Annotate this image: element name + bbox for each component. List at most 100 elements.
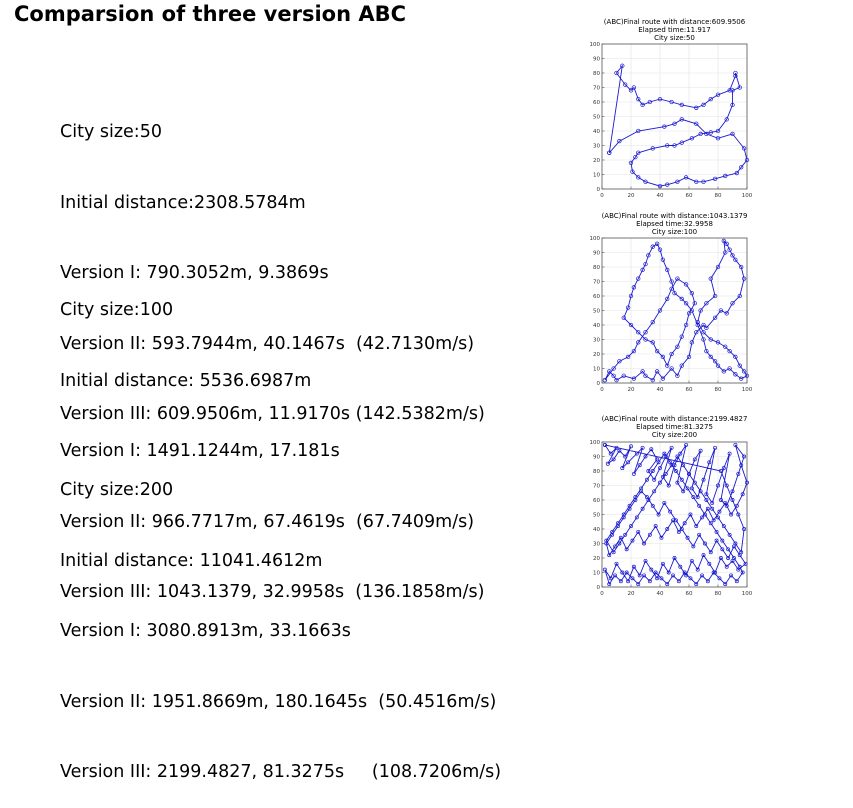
city-point bbox=[631, 564, 636, 569]
city-point bbox=[692, 457, 697, 462]
city-point bbox=[660, 376, 666, 381]
x-tick-label: 40 bbox=[657, 591, 664, 597]
city-point bbox=[681, 489, 686, 494]
city-point bbox=[715, 363, 721, 368]
city-point bbox=[698, 489, 703, 494]
city-point bbox=[739, 264, 744, 270]
city-point bbox=[614, 561, 619, 566]
city-point bbox=[640, 369, 645, 374]
city-point bbox=[717, 576, 722, 581]
city-point bbox=[672, 121, 677, 126]
city-point bbox=[714, 538, 719, 543]
city-point bbox=[721, 238, 726, 244]
city-point bbox=[707, 460, 712, 465]
chart-title-line: (ABC)Final route with distance:2199.4827 bbox=[602, 415, 748, 423]
y-tick-label: 90 bbox=[593, 251, 600, 257]
city-point bbox=[708, 550, 713, 555]
city-point bbox=[624, 547, 629, 552]
city-point bbox=[663, 471, 668, 476]
x-tick-label: 60 bbox=[686, 591, 693, 597]
city-point bbox=[657, 96, 663, 102]
city-point bbox=[698, 448, 703, 453]
city-point bbox=[691, 544, 696, 549]
city-point bbox=[684, 442, 689, 447]
city-point bbox=[607, 369, 612, 374]
city-point bbox=[666, 483, 671, 488]
city-point bbox=[640, 102, 645, 108]
city-point bbox=[675, 480, 680, 485]
y-tick-label: 60 bbox=[593, 498, 600, 504]
city-point bbox=[607, 150, 612, 155]
y-tick-label: 40 bbox=[593, 129, 600, 135]
x-tick-label: 20 bbox=[628, 591, 635, 597]
city-point bbox=[630, 538, 635, 543]
city-point bbox=[672, 556, 677, 560]
city-point bbox=[743, 561, 748, 566]
city-point bbox=[742, 454, 747, 459]
version-2-line: Version II: 966.7717m, 67.4619s (67.7409… bbox=[60, 511, 475, 532]
city-point bbox=[631, 85, 637, 90]
city-point bbox=[618, 579, 623, 584]
y-tick-label: 60 bbox=[593, 294, 600, 300]
city-point bbox=[685, 486, 690, 491]
city-point bbox=[636, 276, 641, 281]
city-point bbox=[704, 348, 709, 354]
route-chart-city-200: (ABC)Final route with distance:2199.4827… bbox=[590, 415, 753, 597]
city-point bbox=[643, 373, 648, 378]
city-point bbox=[727, 348, 732, 354]
city-point bbox=[623, 532, 628, 537]
city-point bbox=[688, 512, 693, 517]
city-point bbox=[653, 570, 658, 575]
city-point bbox=[621, 373, 626, 378]
city-point bbox=[643, 558, 648, 563]
route-chart-city-100: (ABC)Final route with distance:1043.1379… bbox=[590, 212, 753, 393]
y-tick-label: 10 bbox=[593, 571, 600, 577]
city-point bbox=[624, 570, 629, 575]
city-point bbox=[679, 363, 684, 368]
city-point bbox=[737, 564, 742, 569]
x-tick-label: 0 bbox=[600, 387, 604, 393]
city-point bbox=[643, 330, 648, 335]
city-point bbox=[720, 547, 725, 552]
city-point bbox=[616, 521, 620, 526]
y-tick-label: 90 bbox=[593, 57, 600, 63]
city-point bbox=[682, 521, 687, 526]
city-point bbox=[679, 334, 684, 339]
city-point bbox=[689, 486, 694, 491]
city-point bbox=[689, 136, 695, 141]
y-tick-label: 0 bbox=[597, 585, 601, 591]
city-point bbox=[718, 308, 724, 313]
city-size-line: City size:200 bbox=[60, 480, 174, 500]
city-point bbox=[733, 442, 738, 447]
city-point bbox=[718, 498, 723, 502]
city-point bbox=[672, 143, 677, 148]
city-point bbox=[689, 290, 695, 296]
city-point bbox=[623, 454, 628, 459]
city-point bbox=[715, 128, 721, 134]
city-point bbox=[665, 182, 670, 187]
chart-title-line: (ABC)Final route with distance:1043.1379 bbox=[602, 212, 748, 220]
city-point bbox=[715, 92, 721, 97]
city-point bbox=[657, 308, 663, 313]
city-point bbox=[704, 301, 709, 306]
city-point bbox=[621, 315, 626, 320]
city-point bbox=[708, 354, 713, 360]
city-point bbox=[689, 558, 694, 563]
city-point bbox=[689, 340, 695, 345]
city-point bbox=[631, 471, 636, 476]
city-point bbox=[666, 570, 671, 575]
x-tick-label: 100 bbox=[742, 193, 753, 199]
city-point bbox=[626, 579, 631, 584]
city-point bbox=[633, 154, 638, 160]
city-point bbox=[733, 372, 738, 377]
city-point bbox=[673, 518, 678, 523]
city-point bbox=[656, 512, 661, 517]
city-point bbox=[617, 359, 622, 364]
city-point bbox=[698, 131, 703, 137]
initial-distance-line: Initial distance:2308.5784m bbox=[60, 192, 306, 213]
city-point bbox=[671, 573, 676, 578]
city-point bbox=[662, 451, 667, 456]
city-point bbox=[669, 463, 674, 468]
city-point bbox=[730, 88, 735, 93]
city-point bbox=[715, 340, 721, 345]
